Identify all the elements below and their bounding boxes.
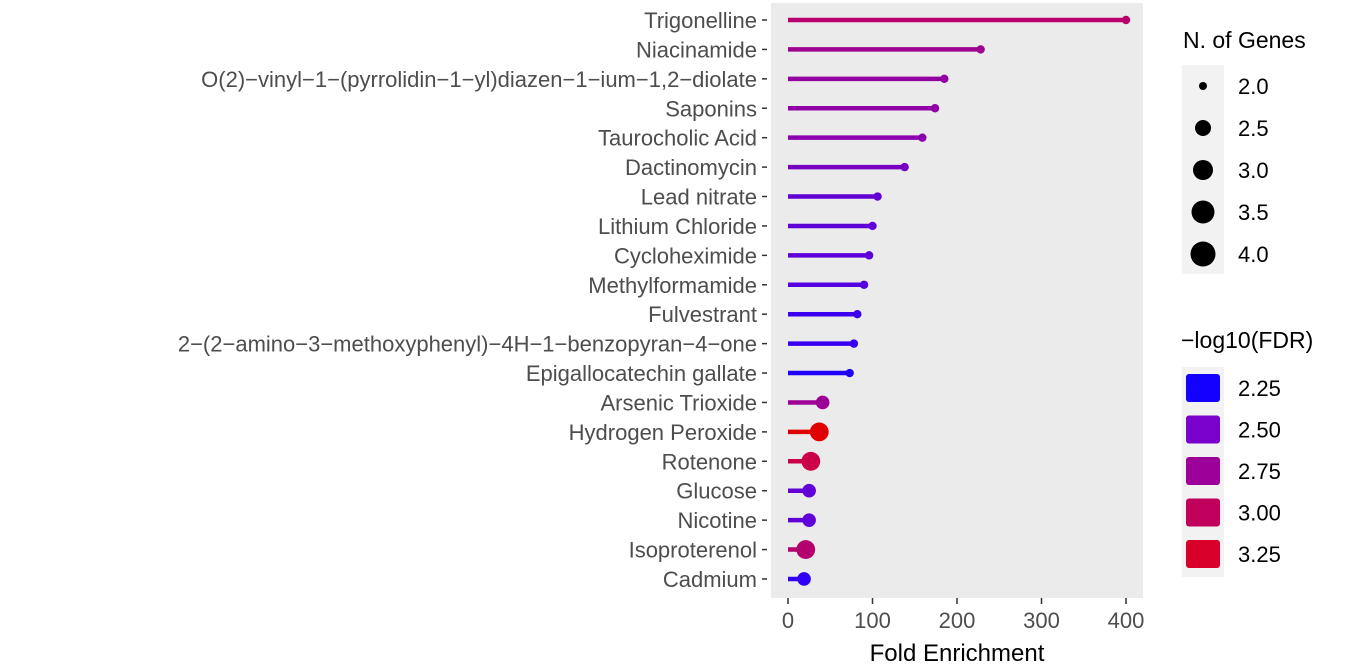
lollipop-row [788,133,927,142]
y-axis-label: 2−(2−amino−3−methoxyphenyl)−4H−1−benzopy… [178,332,757,357]
x-axis-title: Fold Enrichment [870,640,1045,666]
lollipop-row [788,395,830,410]
size-legend-dot [1199,82,1207,90]
y-axis-label: Cycloheximide [614,243,757,268]
lollipop-row [788,15,1131,25]
lollipop-row [788,280,869,289]
lollipop-dot [918,133,927,142]
lollipop-dot [815,395,830,410]
lollipop-dot [849,339,859,348]
y-axis-label: Saponins [665,96,757,121]
size-legend-label: 3.5 [1238,200,1269,225]
y-axis-label: Niacinamide [636,37,757,62]
y-axis-label: Lithium Chloride [598,214,757,239]
x-tick-label: 200 [939,608,976,633]
size-legend-label: 3.0 [1238,158,1269,183]
y-axis-label: Hydrogen Peroxide [569,420,757,445]
lollipop-dot [1121,15,1131,25]
color-legend-swatch [1186,374,1220,402]
size-legend: N. of Genes 2.0 2.5 3.0 3.5 4.0 [1182,27,1306,274]
color-legend-label: 2.25 [1238,376,1281,401]
lollipop-dot [976,45,985,54]
y-axis-label: Fulvestrant [648,302,757,327]
lollipop-row [788,339,859,348]
size-legend-dot [1191,200,1215,224]
y-axis-label: Isoproterenol [629,538,757,563]
color-legend-swatch [1186,540,1220,568]
lollipop-dot [802,483,816,498]
lollipop-row [788,221,877,231]
lollipop-dot [801,451,821,471]
x-tick-label: 300 [1023,608,1060,633]
x-axis: 0 100 200 300 400 [782,598,1144,633]
lollipop-row [788,74,949,84]
plot-panel [771,3,1143,598]
lollipop-row [788,192,882,201]
lollipop-row [788,162,909,172]
size-legend-dot [1195,120,1211,136]
lollipop-row [788,368,854,378]
x-tick-label: 400 [1108,608,1145,633]
size-legend-label: 4.0 [1238,242,1269,267]
lollipop-dot [796,540,816,559]
lollipop-row [788,422,829,442]
y-axis-label: Dactinomycin [625,155,757,180]
size-legend-label: 2.5 [1238,116,1269,141]
color-legend-swatch [1186,457,1220,485]
lollipop-row [788,45,985,54]
size-legend-title: N. of Genes [1183,27,1306,53]
color-legend-label: 3.00 [1238,501,1281,526]
lollipop-row [788,104,940,113]
y-axis-label: Nicotine [678,508,757,533]
color-legend-swatch [1186,415,1220,444]
size-legend-dot [1193,160,1213,180]
lollipop-dot [809,422,829,442]
y-axis-label: Epigallocatechin gallate [526,361,757,386]
color-legend-label: 2.50 [1238,418,1281,443]
lollipop-dot [930,104,940,113]
y-axis-label: Lead nitrate [641,185,757,210]
lollipop-row [788,513,816,527]
color-legend-label: 2.75 [1238,459,1281,484]
size-legend-dot [1190,241,1216,267]
color-legend: −log10(FDR) 2.25 2.50 2.75 3.00 3.25 [1181,327,1313,577]
lollipop-dot [864,251,874,260]
lollipop-dot [845,368,854,378]
color-legend-title: −log10(FDR) [1181,327,1313,353]
y-axis-label: Taurocholic Acid [598,126,757,151]
lollipop-row [788,451,821,471]
y-axis-label: Rotenone [662,449,757,474]
lollipop-dot [802,513,816,527]
lollipop-dot [859,280,869,289]
y-axis-label: Arsenic Trioxide [600,390,757,415]
lollipop-dot [797,572,811,586]
lollipop-dot [868,221,877,231]
y-axis-label: Cadmium [663,567,757,592]
lollipop-series [788,15,1131,586]
lollipop-row [788,540,816,559]
lollipop-dot [873,192,882,201]
x-tick-label: 100 [854,608,891,633]
y-axis-labels: Trigonelline Niacinamide O(2)−vinyl−1−(pyr… [178,8,767,592]
color-legend-swatch [1186,498,1220,527]
color-legend-label: 3.25 [1238,542,1281,567]
lollipop-row [788,310,862,319]
x-tick-label: 0 [782,608,794,633]
size-legend-label: 2.0 [1238,74,1269,99]
lollipop-row [788,572,811,586]
lollipop-row [788,483,816,498]
y-axis-label: Trigonelline [644,8,757,33]
y-axis-label: Glucose [676,479,757,504]
lollipop-dot [853,310,862,319]
lollipop-dot [900,162,909,172]
lollipop-row [788,251,874,260]
lollipop-dot [940,74,949,84]
y-axis-label: O(2)−vinyl−1−(pyrrolidin−1−yl)diazen−1−i… [201,67,757,92]
y-axis-label: Methylformamide [588,273,757,298]
